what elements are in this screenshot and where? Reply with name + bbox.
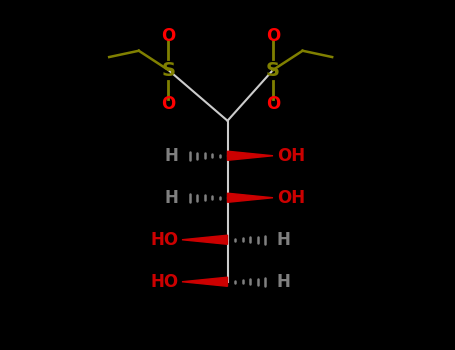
Text: S: S [266,61,280,79]
Text: OH: OH [277,189,305,207]
Polygon shape [228,151,273,160]
Polygon shape [228,193,273,202]
Text: O: O [266,94,280,113]
Polygon shape [182,235,228,244]
Text: H: H [277,273,290,291]
Text: O: O [161,94,176,113]
Text: OH: OH [277,147,305,165]
Text: S: S [162,61,175,79]
Text: H: H [277,231,290,249]
Text: HO: HO [150,273,178,291]
Text: O: O [266,27,280,46]
Text: O: O [161,27,176,46]
Text: H: H [165,189,178,207]
Text: HO: HO [150,231,178,249]
Polygon shape [182,277,228,286]
Text: H: H [165,147,178,165]
